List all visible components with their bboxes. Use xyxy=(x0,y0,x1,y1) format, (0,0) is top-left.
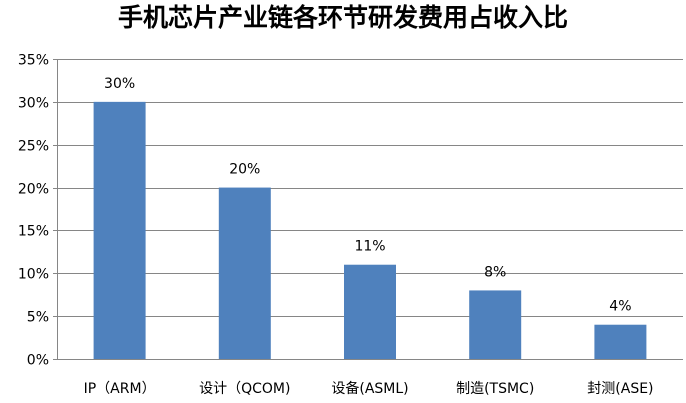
y-tick-label: 0% xyxy=(27,353,49,369)
y-tick-label: 25% xyxy=(18,139,49,155)
x-category-label: 设备(ASML) xyxy=(331,380,408,397)
data-label: 20% xyxy=(229,162,260,178)
axes xyxy=(53,59,683,360)
x-category-label: 制造(TSMC) xyxy=(456,381,534,397)
y-tick-label: 15% xyxy=(18,224,49,240)
bar xyxy=(344,264,396,359)
gridlines xyxy=(57,59,683,317)
bar xyxy=(594,324,647,359)
x-category-label: IP（ARM） xyxy=(84,381,156,397)
x-category-label: 封测(ASE) xyxy=(587,381,653,397)
bar xyxy=(469,290,522,359)
bars xyxy=(93,101,647,359)
data-label: 4% xyxy=(609,299,631,315)
bar xyxy=(218,187,271,359)
data-label: 30% xyxy=(104,76,135,92)
data-labels: 30% 20% 11% 8% 4% xyxy=(104,76,631,315)
y-axis-tick-labels: 0% 5% 10% 15% 20% 25% 30% 35% xyxy=(18,53,49,369)
y-tick-label: 20% xyxy=(18,182,49,198)
x-category-label: 设计（QCOM) xyxy=(199,381,290,397)
y-tick-label: 35% xyxy=(18,53,49,69)
chart-title: 手机芯片产业链各环节研发费用占收入比 xyxy=(118,3,568,32)
bar xyxy=(93,101,146,359)
y-tick-label: 30% xyxy=(18,96,49,112)
data-label: 8% xyxy=(484,264,506,280)
y-tick-label: 5% xyxy=(27,310,49,326)
y-tick-label: 10% xyxy=(18,267,49,283)
data-label: 11% xyxy=(354,239,385,255)
x-axis-category-labels: IP（ARM） 设计（QCOM) 设备(ASML) 制造(TSMC) 封测(ASE) xyxy=(84,380,654,397)
